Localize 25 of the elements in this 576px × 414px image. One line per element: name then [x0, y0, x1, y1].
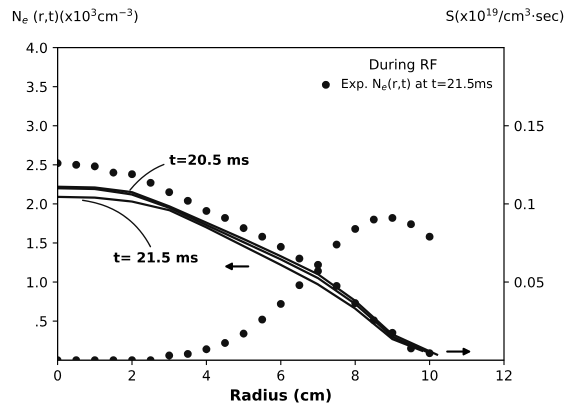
y-tick-label: 1.5 — [27, 238, 47, 248]
x-tick-label: 10 — [422, 370, 438, 381]
y2-tick-label: 0.15 — [514, 120, 544, 132]
y-tick-label: .5 — [36, 316, 47, 327]
x-tick-label: 4 — [202, 370, 210, 380]
x-axis-title: Radius (cm) — [230, 388, 331, 403]
legend-title: During RF — [370, 58, 437, 72]
y2-tick-label: 0.1 — [514, 198, 535, 210]
x-tick-label: 8 — [352, 370, 359, 381]
x-tick-label: 0 — [54, 370, 62, 381]
text: t=20.5 ms — [169, 154, 249, 165]
legend-label: Exp. N$_{e}$(r,t) at t=21.5ms — [342, 78, 492, 91]
y-axis-title: N$_{e}$ (r,t)(x10$^{3}$cm$^{−3}$) — [12, 8, 138, 24]
y-tick-label: 4.0 — [26, 42, 47, 54]
x-tick-label: 12 — [496, 370, 512, 380]
y-tick-label: 2.0 — [26, 198, 47, 210]
y-tick-label: 2.5 — [26, 160, 47, 170]
x-tick-label: 2 — [128, 370, 136, 380]
y-tick-label: 1.0 — [27, 277, 47, 288]
y2-axis-title: S(x10$^{19}$/cm$^{3}$·sec) — [446, 8, 564, 23]
y2-tick-label: 0.05 — [514, 277, 544, 288]
x-tick-label: 6 — [277, 370, 284, 381]
y-tick-label: 3.0 — [26, 120, 47, 132]
series-label: t= 21.5 ms — [114, 252, 198, 263]
y-tick-label: 3.5 — [26, 82, 47, 92]
